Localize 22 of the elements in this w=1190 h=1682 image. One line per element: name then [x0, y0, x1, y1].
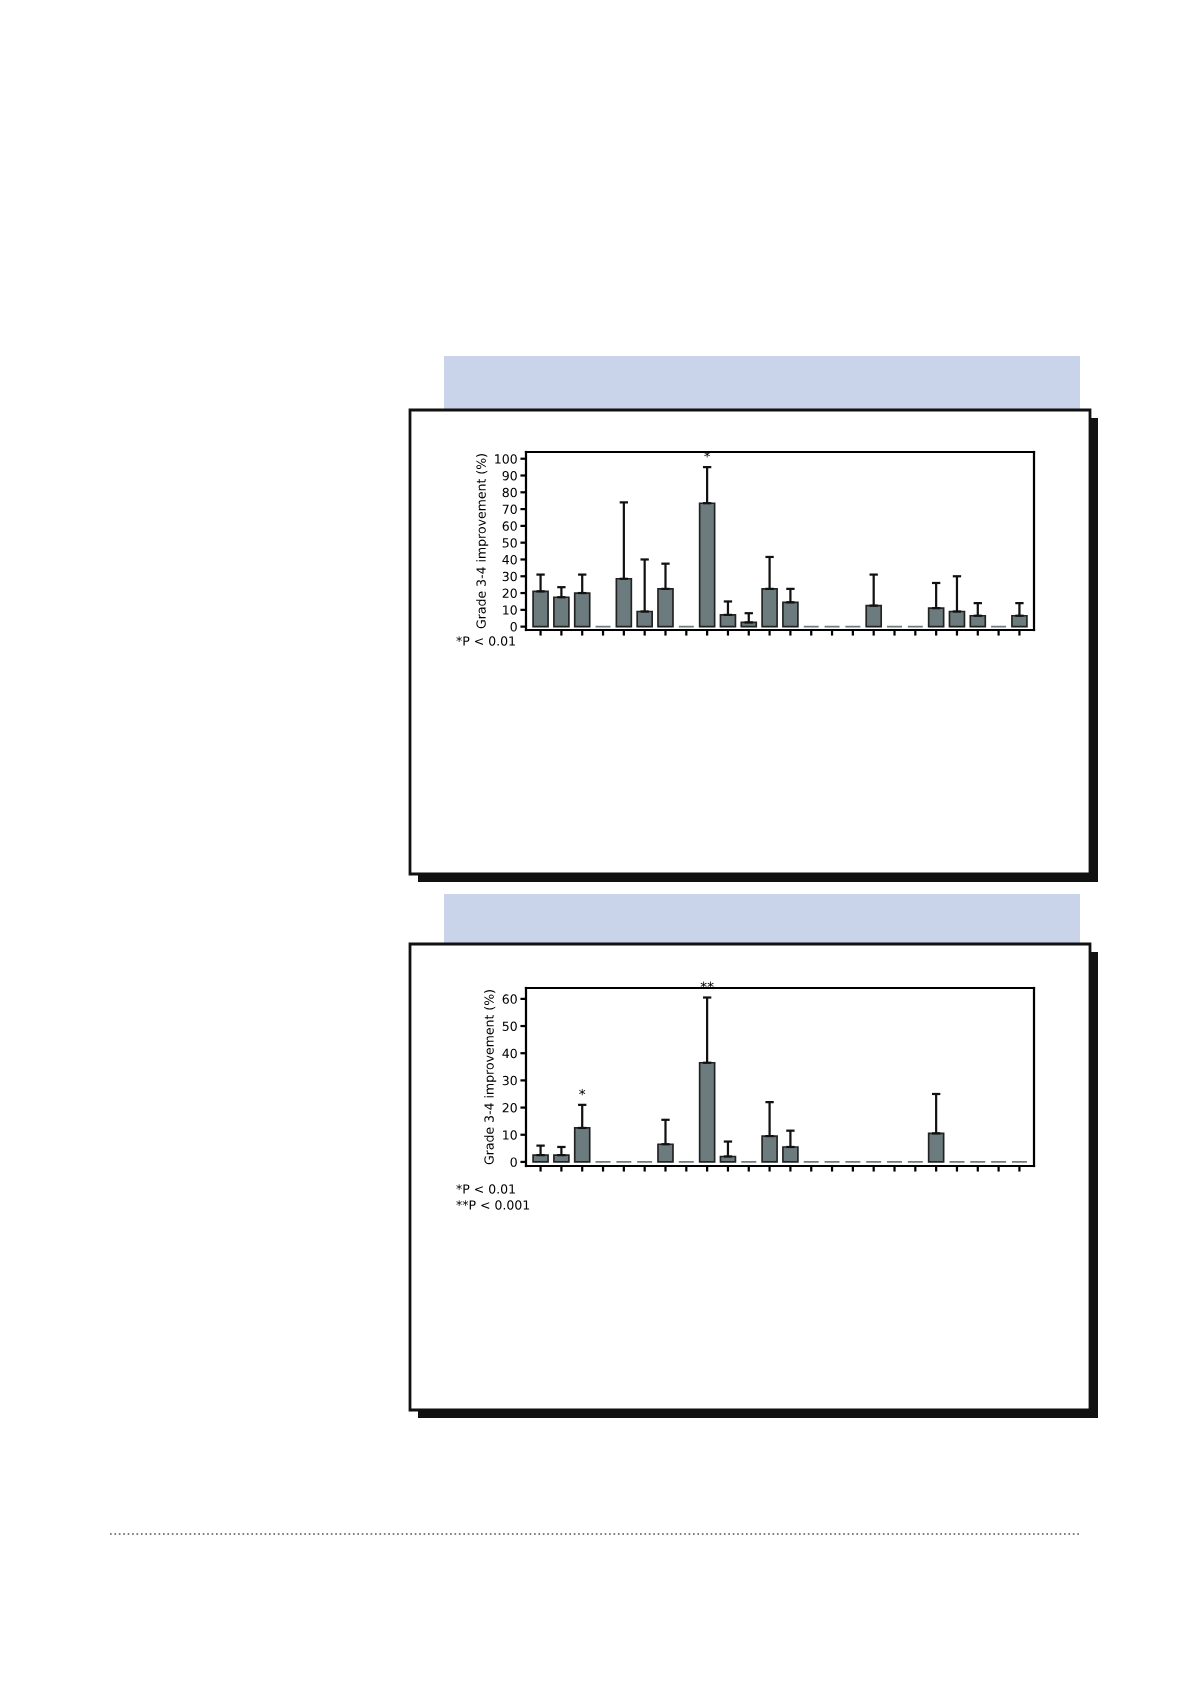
bar	[865, 604, 883, 628]
bar	[761, 1135, 778, 1163]
bar	[657, 588, 674, 628]
bar	[782, 601, 799, 628]
bar	[782, 1146, 799, 1163]
bar	[615, 577, 633, 628]
bar	[927, 607, 945, 628]
bar	[573, 592, 591, 628]
bar	[553, 1154, 570, 1163]
bar	[1011, 614, 1028, 628]
bar	[532, 1154, 549, 1163]
bar	[698, 502, 716, 628]
bar	[927, 1132, 945, 1163]
bar	[573, 1127, 591, 1163]
bar	[948, 610, 966, 628]
bar	[532, 590, 549, 628]
bar	[698, 1061, 716, 1163]
bar	[761, 588, 778, 628]
bar	[636, 610, 654, 628]
bar	[969, 614, 987, 628]
bar	[553, 596, 570, 628]
bar	[657, 1143, 674, 1163]
